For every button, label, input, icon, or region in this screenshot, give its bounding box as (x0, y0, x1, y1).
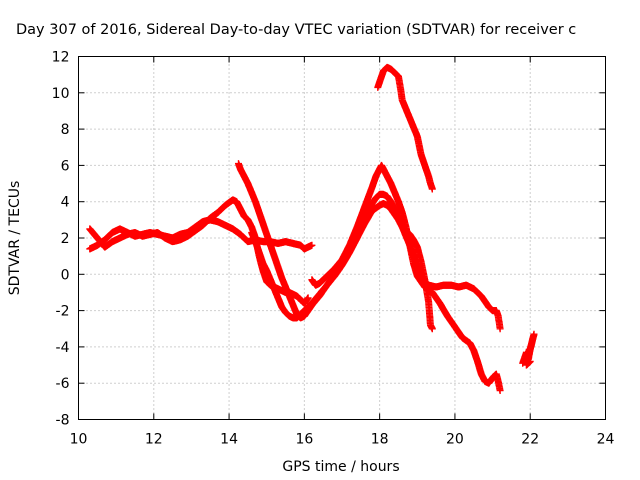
y-axis-label: SDTVAR / TECUs (7, 181, 23, 296)
series-track-e (308, 161, 504, 394)
y-tick-label: 4 (61, 195, 70, 211)
series-track-c (235, 160, 436, 333)
y-tick-label: 8 (61, 122, 70, 138)
y-tick-label: 10 (52, 86, 70, 102)
y-tick-label: -2 (56, 304, 70, 320)
chart-title: Day 307 of 2016, Sidereal Day-to-day VTE… (16, 22, 576, 38)
series-track-b (86, 196, 312, 307)
x-tick-label: 22 (521, 432, 539, 448)
data-point (428, 325, 436, 333)
series-track-g (519, 330, 538, 369)
x-tick-label: 16 (295, 432, 313, 448)
series-track-d (248, 200, 504, 333)
data-point (526, 357, 534, 365)
x-tick-label: 12 (145, 432, 163, 448)
x-tick-label: 10 (70, 432, 88, 448)
data-point (428, 185, 436, 193)
data-point (308, 241, 316, 249)
y-tick-label: -4 (56, 340, 70, 356)
y-tick-label: 6 (61, 158, 70, 174)
y-tick-label: -8 (56, 413, 70, 429)
data-points (86, 63, 538, 394)
data-point (496, 325, 504, 333)
x-tick-label: 20 (446, 432, 464, 448)
y-tick-label: 12 (52, 50, 70, 66)
grid (78, 56, 606, 420)
x-axis-label: GPS time / hours (282, 459, 399, 475)
y-tick-label: 2 (61, 231, 70, 247)
x-tick-label: 14 (220, 432, 238, 448)
y-tick-label: 0 (61, 267, 70, 283)
data-point (304, 294, 312, 302)
data-point (496, 387, 504, 394)
x-tick-label: 18 (371, 432, 389, 448)
y-tick-label: -6 (56, 376, 70, 392)
x-tick-label: 24 (597, 432, 615, 448)
series-track-f (374, 63, 436, 193)
